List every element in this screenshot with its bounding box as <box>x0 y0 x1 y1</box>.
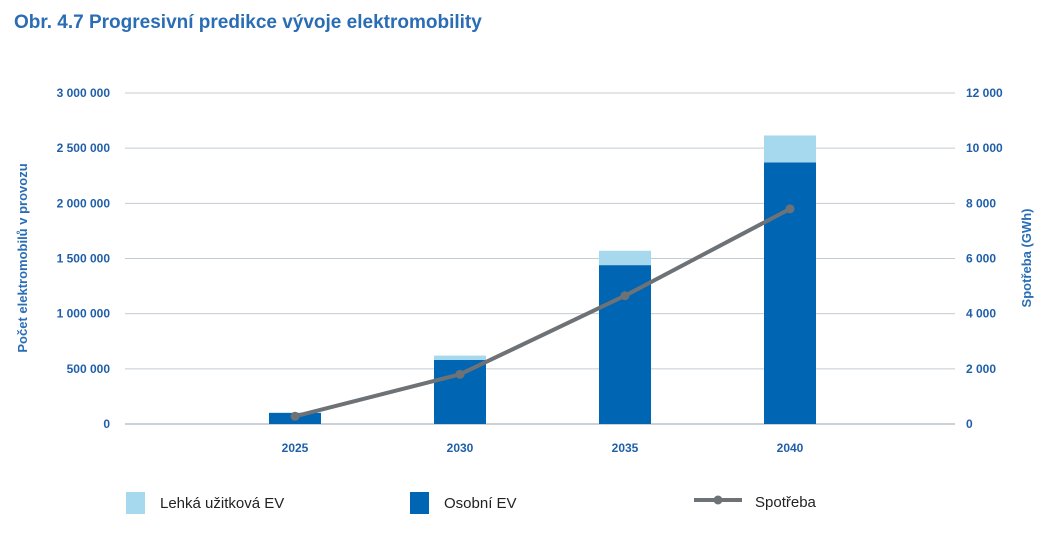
legend-swatch-light-commercial <box>126 492 145 514</box>
axis-titles: Počet elektromobilů v provozu Spotřeba (… <box>15 163 1034 352</box>
grid-lines <box>125 92 955 425</box>
consumption-point <box>785 204 795 214</box>
bar-left-lehk-u-itkov-ev <box>434 355 486 361</box>
consumption-point <box>620 291 630 301</box>
bars <box>269 135 816 424</box>
y-tick-right: 0 <box>966 417 973 431</box>
consumption-point <box>290 411 300 421</box>
x-tick-label: 2035 <box>612 441 639 455</box>
x-tick-label: 2040 <box>777 441 804 455</box>
bar-left-osobn-ev <box>434 360 486 424</box>
bar-left-lehk-u-itkov-ev <box>599 250 651 266</box>
y-tick-right: 10 000 <box>966 141 1003 155</box>
x-tick-label: 2025 <box>282 441 309 455</box>
y-tick-left: 2 500 000 <box>57 141 111 155</box>
consumption-line-path <box>294 207 791 419</box>
legend-swatch-passenger <box>410 492 429 514</box>
bar-left-osobn-ev <box>764 162 816 424</box>
chart-title: Obr. 4.7 Progresivní predikce vývoje ele… <box>14 12 482 33</box>
y-axis-left-title: Počet elektromobilů v provozu <box>15 163 30 352</box>
y-tick-left: 500 000 <box>67 362 111 376</box>
legend-swatch-consumption-marker <box>713 495 723 505</box>
y-tick-right: 6 000 <box>966 252 996 266</box>
bar-left-lehk-u-itkov-ev <box>764 135 816 163</box>
legend-label-passenger: Osobní EV <box>444 495 517 512</box>
x-tick-label: 2030 <box>447 441 474 455</box>
y-tick-left: 1 500 000 <box>57 252 111 266</box>
y-axis-right-title: Spotřeba (GWh) <box>1019 209 1034 308</box>
y-tick-right: 2 000 <box>966 362 996 376</box>
y-tick-right: 8 000 <box>966 196 996 210</box>
axis-ticks: 0 0 500 000 2 000 1 000 000 4 000 1 500 000 6 0… <box>57 86 1003 455</box>
bar-left-osobn-ev <box>599 265 651 424</box>
y-tick-left: 0 <box>103 417 110 431</box>
legend: Lehká užitková EV Osobní EV Spotřeba <box>126 492 817 514</box>
legend-label-light-commercial: Lehká užitková EV <box>160 495 284 512</box>
consumption-point <box>455 369 465 379</box>
consumption-line <box>290 204 795 421</box>
legend-label-consumption: Spotřeba <box>755 494 817 511</box>
y-tick-right: 4 000 <box>966 307 996 321</box>
y-tick-left: 3 000 000 <box>57 86 111 100</box>
y-tick-left: 2 000 000 <box>57 196 111 210</box>
y-tick-right: 12 000 <box>966 86 1003 100</box>
y-tick-left: 1 000 000 <box>57 307 111 321</box>
